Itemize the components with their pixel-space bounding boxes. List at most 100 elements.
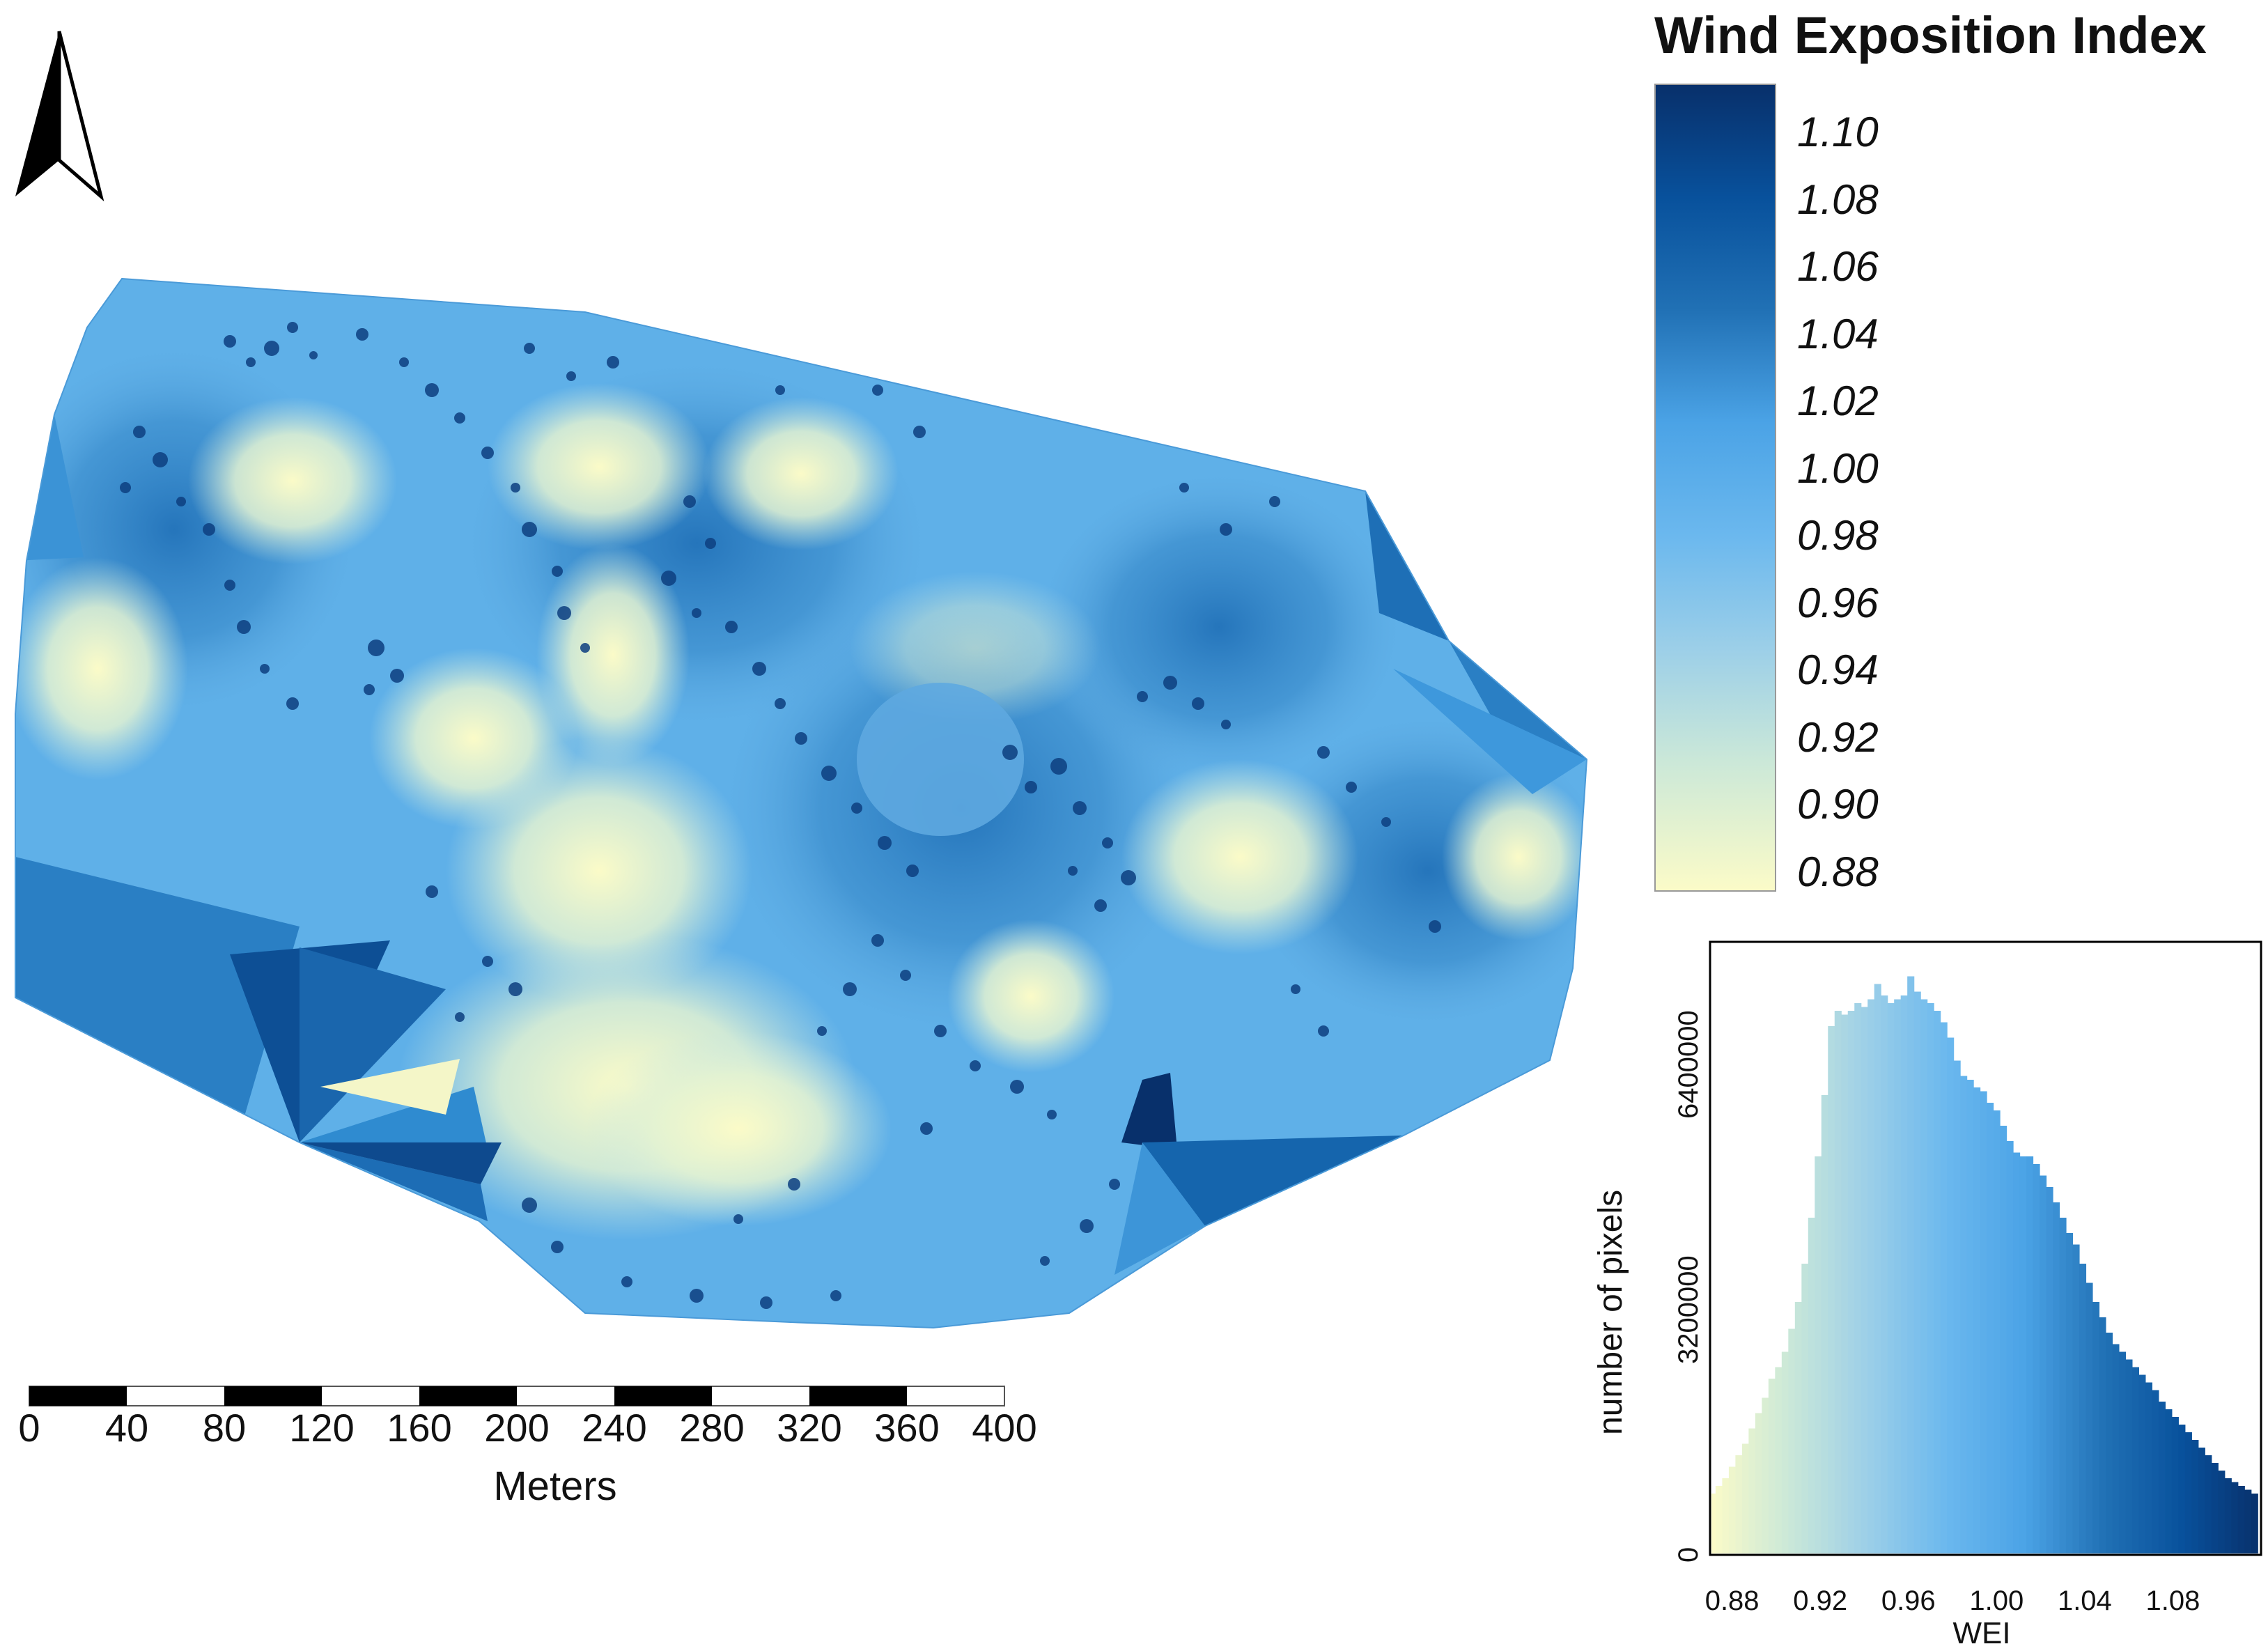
scale-tick-label: 400 bbox=[972, 1406, 1037, 1450]
histogram-bar bbox=[1748, 1428, 1756, 1553]
histogram-bar bbox=[1973, 1087, 1981, 1553]
histogram-bar bbox=[2244, 1489, 2252, 1553]
legend-label: 1.00 bbox=[1797, 444, 1879, 492]
histogram-bar bbox=[2211, 1463, 2219, 1553]
histogram-bar bbox=[2099, 1317, 2106, 1553]
histogram-bar bbox=[2251, 1494, 2258, 1553]
legend-colorbar bbox=[1654, 84, 1776, 892]
histogram-bar bbox=[1934, 1011, 1941, 1553]
histogram-bar bbox=[2079, 1264, 2087, 1553]
north-arrow-icon bbox=[15, 31, 104, 202]
histogram-bar bbox=[1781, 1351, 1789, 1553]
histogram-bar bbox=[2065, 1233, 2074, 1553]
histogram-bar bbox=[1762, 1397, 1769, 1553]
histogram-bar bbox=[1940, 1022, 1948, 1553]
histogram-bar bbox=[2033, 1164, 2040, 1553]
histogram-bar bbox=[2138, 1374, 2146, 1553]
histogram-bar bbox=[1913, 991, 1921, 1553]
histogram-bar bbox=[2145, 1382, 2152, 1553]
histogram-bar bbox=[1834, 1011, 1842, 1553]
histogram-bars bbox=[1711, 976, 2258, 1553]
histogram-bar bbox=[1728, 1466, 1736, 1553]
legend-label: 1.04 bbox=[1797, 310, 1879, 357]
histogram-bar bbox=[1953, 1060, 1961, 1553]
histogram-ytick-label: 3200000 bbox=[1673, 1255, 1704, 1364]
histogram-bar bbox=[2184, 1432, 2192, 1553]
histogram-bar bbox=[2158, 1402, 2166, 1553]
histogram-bar bbox=[2152, 1390, 2159, 1553]
histogram-xtick-label: 0.88 bbox=[1704, 1586, 1760, 1616]
histogram-bar bbox=[1711, 1494, 1716, 1553]
histogram-ytick-label: 6400000 bbox=[1673, 1010, 1704, 1119]
histogram-bar bbox=[1900, 995, 1908, 1553]
histogram-bar bbox=[2218, 1471, 2226, 1553]
legend-label: 0.90 bbox=[1797, 781, 1879, 828]
histogram-bar bbox=[2118, 1351, 2127, 1553]
histogram-bar bbox=[2131, 1367, 2139, 1553]
histogram-xtick-label: 0.96 bbox=[1881, 1586, 1936, 1616]
histogram-bar bbox=[1755, 1413, 1762, 1553]
histogram-bar bbox=[1788, 1328, 1796, 1553]
scale-unit-label: Meters bbox=[493, 1464, 617, 1509]
histogram-bar bbox=[2105, 1333, 2113, 1553]
histogram-bar bbox=[1794, 1302, 1802, 1553]
histogram-bar bbox=[1735, 1455, 1743, 1553]
histogram-bar bbox=[1867, 999, 1875, 1553]
histogram-bar bbox=[1947, 1037, 1955, 1553]
histogram-bar bbox=[1854, 1003, 1862, 1553]
scale-tick-label: 200 bbox=[484, 1406, 550, 1450]
scale-tick-label: 0 bbox=[18, 1406, 40, 1450]
histogram-bar bbox=[1987, 1103, 1994, 1553]
histogram-bar bbox=[1861, 1007, 1868, 1553]
legend-label: 0.88 bbox=[1797, 848, 1879, 895]
histogram-bar bbox=[1768, 1379, 1776, 1553]
histogram-bar bbox=[2040, 1175, 2047, 1553]
legend-label: 0.96 bbox=[1797, 579, 1879, 626]
scale-tick-label: 40 bbox=[104, 1406, 149, 1450]
histogram-bar bbox=[2006, 1141, 2014, 1553]
histogram-bar bbox=[1741, 1443, 1749, 1553]
histogram-bar bbox=[1920, 999, 1928, 1553]
histogram-xtick-label: 1.00 bbox=[1969, 1586, 2024, 1616]
histogram-bar bbox=[1993, 1110, 2001, 1553]
histogram-ytick-label: 0 bbox=[1673, 1547, 1704, 1563]
scale-bar bbox=[29, 1386, 1005, 1406]
histogram-bar bbox=[2125, 1359, 2133, 1553]
histogram-bar bbox=[2053, 1202, 2060, 1553]
histogram-bar bbox=[2000, 1126, 2007, 1553]
histogram-bar bbox=[2237, 1486, 2245, 1553]
legend-label: 1.02 bbox=[1797, 378, 1879, 424]
histogram-bar bbox=[2112, 1344, 2120, 1553]
histogram-bar bbox=[1960, 1076, 1968, 1553]
histogram-bar bbox=[2086, 1282, 2093, 1553]
histogram-bar bbox=[2013, 1152, 2021, 1553]
histogram-xtick-label: 0.92 bbox=[1793, 1586, 1848, 1616]
scale-tick-label: 320 bbox=[777, 1406, 842, 1450]
histogram-frame bbox=[1709, 940, 2262, 1556]
histogram-bar bbox=[1887, 1003, 1895, 1553]
scale-tick-label: 80 bbox=[202, 1406, 247, 1450]
histogram-xtick-label: 1.08 bbox=[2145, 1586, 2200, 1616]
legend-label: 0.98 bbox=[1797, 512, 1879, 559]
scale-tick-label: 360 bbox=[874, 1406, 940, 1450]
legend-label: 1.08 bbox=[1797, 176, 1879, 223]
histogram-bar bbox=[1821, 1095, 1828, 1553]
scale-tick-label: 280 bbox=[679, 1406, 745, 1450]
histogram-bar bbox=[1907, 976, 1915, 1553]
wei-raster bbox=[15, 279, 1587, 1328]
histogram-bar bbox=[2224, 1478, 2232, 1553]
histogram-bar bbox=[1775, 1367, 1782, 1553]
legend-label: 0.92 bbox=[1797, 713, 1879, 761]
histogram-bar bbox=[1894, 999, 1902, 1553]
scale-tick-label: 120 bbox=[289, 1406, 355, 1450]
legend-title: Wind Exposition Index bbox=[1654, 6, 2207, 64]
histogram-bar bbox=[2072, 1244, 2080, 1553]
histogram-bar bbox=[2171, 1417, 2179, 1553]
histogram-ylabel: number of pixels bbox=[1592, 1189, 1629, 1435]
histogram-bar bbox=[1881, 995, 1888, 1553]
histogram-bar bbox=[1815, 1156, 1822, 1553]
histogram-bar bbox=[2019, 1156, 2027, 1553]
histogram-bar bbox=[2205, 1455, 2212, 1553]
legend-label: 1.06 bbox=[1797, 243, 1879, 290]
